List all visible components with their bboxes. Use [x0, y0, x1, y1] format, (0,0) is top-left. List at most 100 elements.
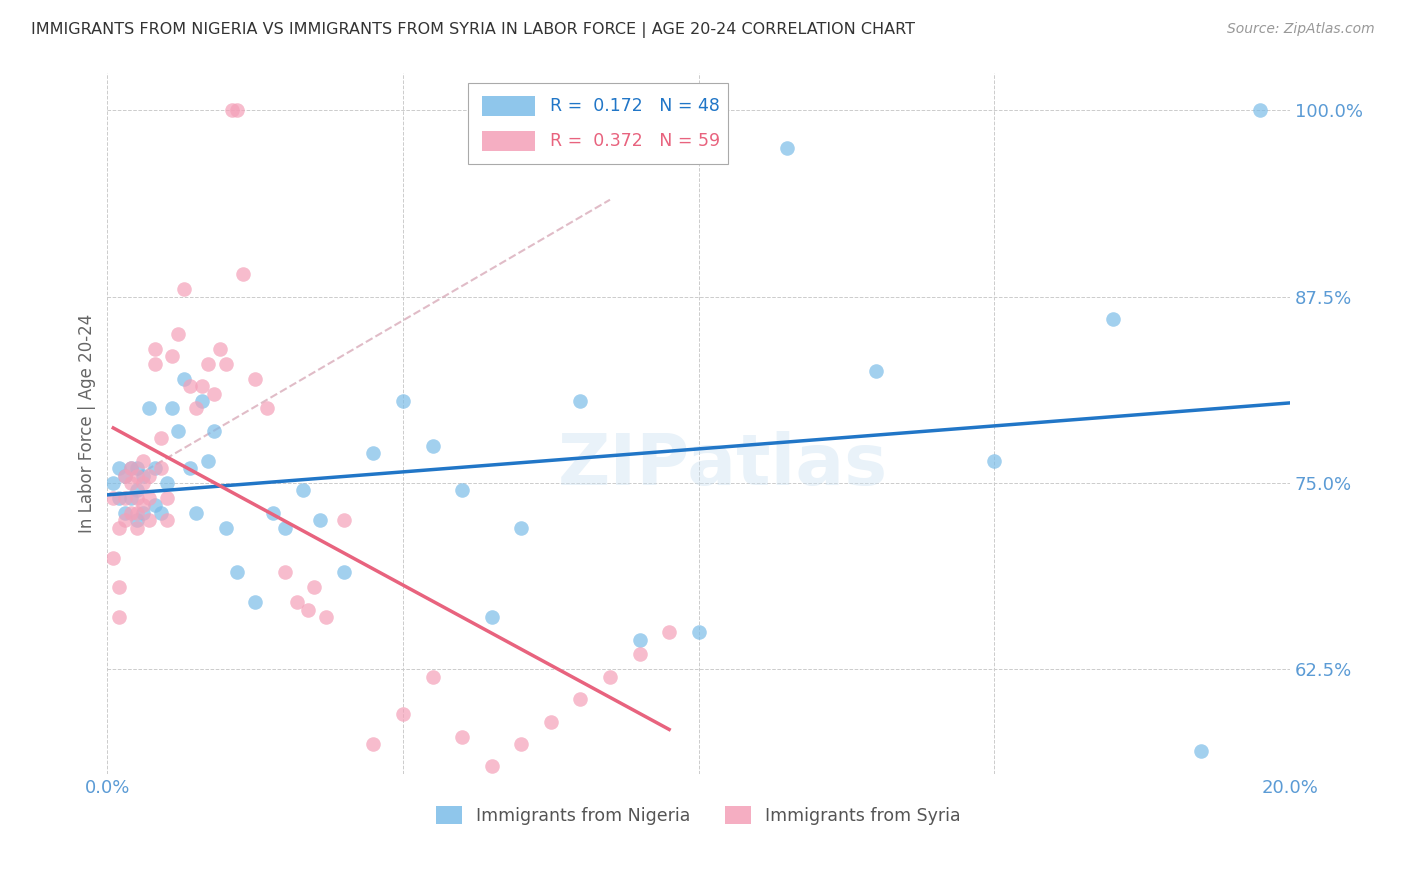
- Point: [120, 491, 142, 505]
- Point: [333, 566, 356, 580]
- Point: [688, 625, 710, 640]
- Point: [125, 513, 148, 527]
- Point: [191, 394, 214, 409]
- Point: [138, 513, 160, 527]
- Point: [132, 476, 155, 491]
- Point: [392, 707, 415, 722]
- Point: [197, 453, 219, 467]
- Point: [120, 461, 142, 475]
- Point: [1101, 312, 1123, 326]
- Point: [120, 461, 142, 475]
- Point: [103, 491, 125, 505]
- FancyBboxPatch shape: [482, 131, 536, 151]
- Point: [184, 401, 207, 416]
- Text: R =  0.372   N = 59: R = 0.372 N = 59: [550, 132, 720, 150]
- Point: [315, 610, 337, 624]
- Point: [540, 714, 562, 729]
- Point: [143, 461, 166, 475]
- Point: [149, 461, 172, 475]
- Point: [191, 379, 214, 393]
- Point: [103, 476, 125, 491]
- Point: [274, 521, 297, 535]
- Point: [114, 468, 136, 483]
- Point: [114, 506, 136, 520]
- Point: [245, 595, 267, 609]
- Point: [232, 267, 254, 281]
- Point: [108, 491, 131, 505]
- Point: [125, 483, 148, 498]
- Point: [162, 349, 184, 363]
- Point: [114, 513, 136, 527]
- Point: [179, 379, 201, 393]
- Point: [363, 737, 385, 751]
- Text: Source: ZipAtlas.com: Source: ZipAtlas.com: [1227, 22, 1375, 37]
- Point: [1189, 744, 1212, 758]
- Text: R =  0.172   N = 48: R = 0.172 N = 48: [550, 97, 720, 115]
- Point: [132, 499, 155, 513]
- Point: [1249, 103, 1271, 118]
- Point: [173, 371, 195, 385]
- Point: [108, 521, 131, 535]
- Point: [120, 476, 142, 491]
- FancyBboxPatch shape: [482, 96, 536, 116]
- Point: [628, 632, 651, 647]
- Point: [149, 431, 172, 445]
- Point: [143, 357, 166, 371]
- Point: [363, 446, 385, 460]
- FancyBboxPatch shape: [468, 84, 728, 164]
- Point: [658, 625, 681, 640]
- Point: [120, 506, 142, 520]
- Point: [143, 499, 166, 513]
- Point: [599, 670, 621, 684]
- Point: [149, 506, 172, 520]
- Point: [125, 506, 148, 520]
- Point: [304, 581, 326, 595]
- Point: [184, 506, 207, 520]
- Point: [125, 461, 148, 475]
- Point: [167, 326, 190, 341]
- Text: ZIPatlas: ZIPatlas: [557, 431, 887, 500]
- Point: [451, 483, 474, 498]
- Point: [422, 439, 444, 453]
- Point: [167, 424, 190, 438]
- Point: [138, 491, 160, 505]
- Point: [309, 513, 332, 527]
- Text: IMMIGRANTS FROM NIGERIA VS IMMIGRANTS FROM SYRIA IN LABOR FORCE | AGE 20-24 CORR: IMMIGRANTS FROM NIGERIA VS IMMIGRANTS FR…: [31, 22, 915, 38]
- Point: [179, 461, 201, 475]
- Point: [510, 737, 533, 751]
- Point: [173, 282, 195, 296]
- Point: [481, 759, 503, 773]
- Point: [451, 730, 474, 744]
- Point: [983, 453, 1005, 467]
- Point: [226, 103, 249, 118]
- Point: [865, 364, 887, 378]
- Point: [569, 692, 592, 706]
- Point: [138, 468, 160, 483]
- Point: [628, 648, 651, 662]
- Point: [108, 461, 131, 475]
- Point: [776, 140, 799, 154]
- Point: [143, 342, 166, 356]
- Point: [132, 506, 155, 520]
- Point: [155, 491, 177, 505]
- Point: [481, 610, 503, 624]
- Point: [262, 506, 284, 520]
- Point: [333, 513, 356, 527]
- Point: [297, 603, 319, 617]
- Point: [392, 394, 415, 409]
- Point: [197, 357, 219, 371]
- Point: [132, 453, 155, 467]
- Point: [114, 491, 136, 505]
- Point: [138, 401, 160, 416]
- Point: [155, 476, 177, 491]
- Point: [510, 521, 533, 535]
- Point: [291, 483, 314, 498]
- Y-axis label: In Labor Force | Age 20-24: In Labor Force | Age 20-24: [79, 314, 96, 533]
- Point: [108, 610, 131, 624]
- Point: [221, 103, 243, 118]
- Point: [114, 468, 136, 483]
- Point: [103, 550, 125, 565]
- Point: [125, 521, 148, 535]
- Point: [125, 468, 148, 483]
- Point: [155, 513, 177, 527]
